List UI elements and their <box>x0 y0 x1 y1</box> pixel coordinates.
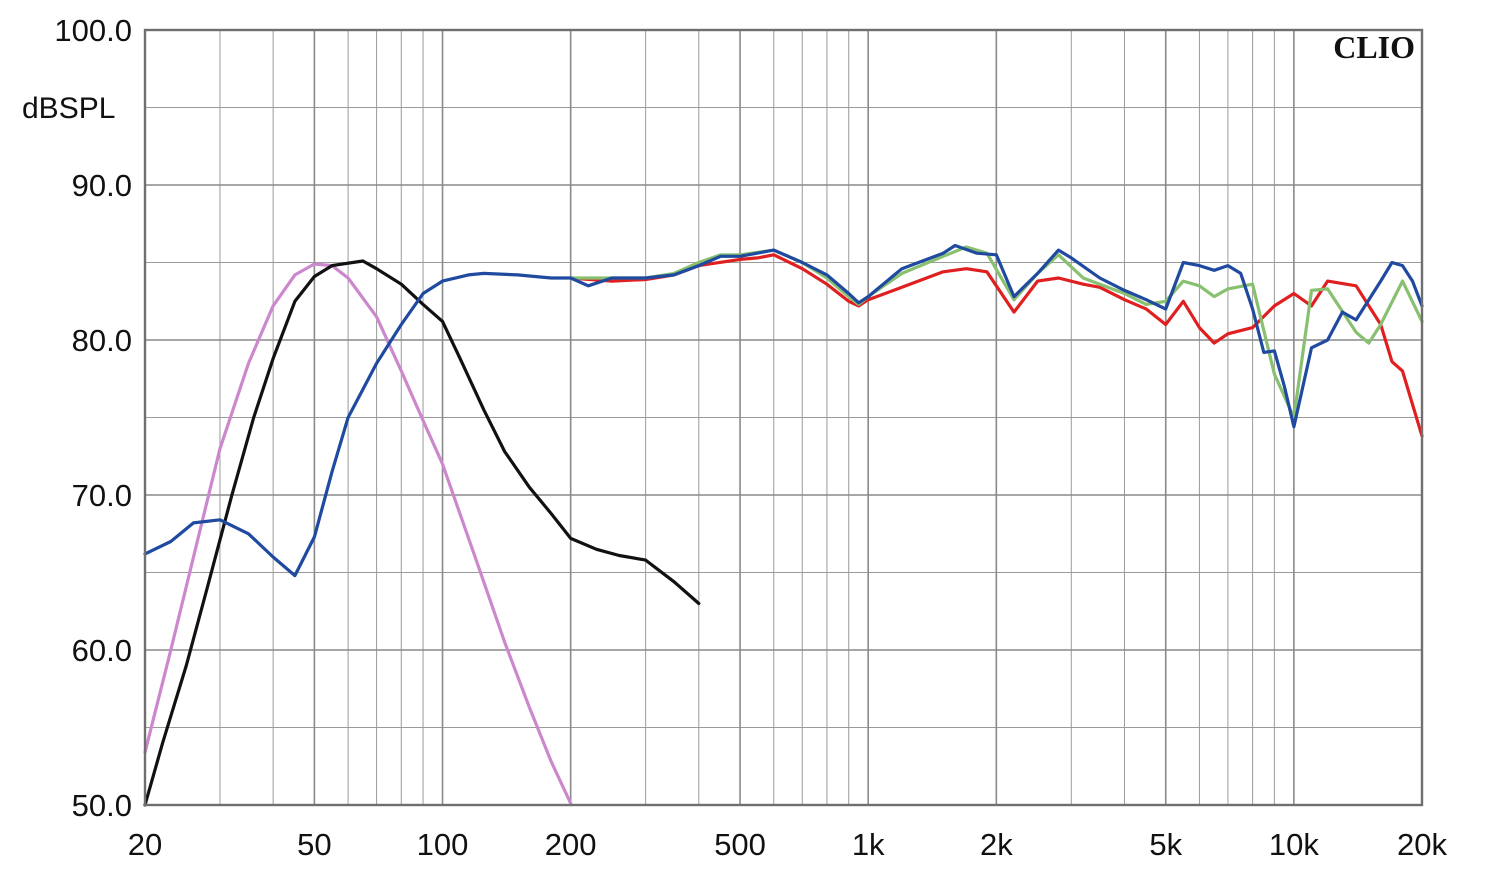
x-tick-label: 10k <box>1269 827 1319 862</box>
plot-frame <box>143 28 1424 807</box>
minor-gridlines <box>145 30 1422 805</box>
x-tick-label: 20 <box>128 827 162 862</box>
y-tick-label: 90.0 <box>72 168 132 203</box>
brand-logo-text: CLIO <box>1333 29 1415 65</box>
series-line-3 <box>569 253 1424 438</box>
y-tick-label: 50.0 <box>72 788 132 823</box>
x-tick-label: 2k <box>980 827 1013 862</box>
y-tick-label: 60.0 <box>72 633 132 668</box>
y-tick-label: 70.0 <box>72 478 132 513</box>
series-line-5 <box>143 243 1424 578</box>
x-tick-labels: 20 50 100 200 500 1k 2k 5k 10k 20k <box>128 827 1448 862</box>
x-tick-label: 20k <box>1397 827 1447 862</box>
y-tick-label: 80.0 <box>72 323 132 358</box>
x-tick-label: 1k <box>852 827 885 862</box>
series-line-1 <box>143 262 573 805</box>
y-tick-labels: 100.0 90.0 80.0 70.0 60.0 50.0 <box>54 13 132 823</box>
x-tick-label: 200 <box>545 827 597 862</box>
plot-border <box>143 28 1424 807</box>
x-tick-label: 100 <box>417 827 469 862</box>
series-layer <box>143 243 1424 807</box>
series-line-2 <box>143 259 701 807</box>
x-tick-label: 5k <box>1149 827 1182 862</box>
y-tick-label: 100.0 <box>54 13 132 48</box>
x-tick-label: 500 <box>714 827 766 862</box>
x-tick-label: 50 <box>297 827 331 862</box>
y-axis-label: dBSPL <box>22 92 115 125</box>
